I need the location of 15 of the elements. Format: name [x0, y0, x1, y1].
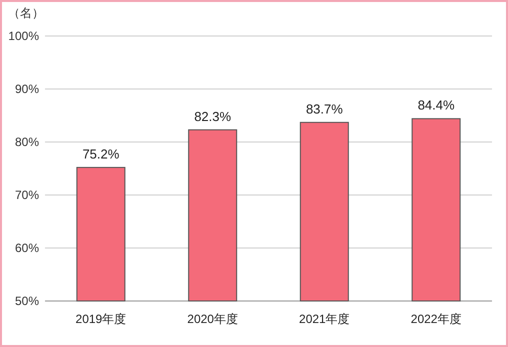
x-tick-label: 2021年度	[299, 312, 350, 326]
x-tick-label: 2020年度	[187, 312, 238, 326]
y-tick-label: 80%	[14, 135, 40, 149]
x-tick-label: 2022年度	[410, 312, 462, 326]
y-tick-label: 50%	[14, 294, 40, 308]
x-tick-label: 2019年度	[76, 312, 126, 326]
data-label: 84.4%	[418, 98, 455, 113]
y-tick-label: 60%	[14, 241, 40, 255]
data-label: 82.3%	[194, 108, 232, 124]
y-tick-label: 90%	[14, 82, 40, 96]
y-tick-label: 100%	[8, 29, 40, 43]
y-axis-title: （名）	[8, 6, 44, 20]
data-label: 83.7%	[306, 101, 344, 116]
data-label: 75.2%	[82, 146, 120, 162]
y-tick-label: 70%	[14, 188, 40, 202]
